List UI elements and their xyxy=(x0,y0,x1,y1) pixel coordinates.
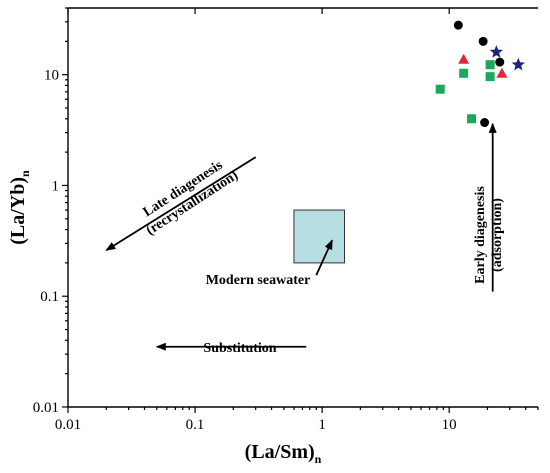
data-point-triangle xyxy=(458,53,470,64)
data-point-circle xyxy=(480,118,490,128)
seawater_label-arrow xyxy=(315,239,334,276)
data-point-circle xyxy=(495,57,505,67)
y-tick-label: 1 xyxy=(52,178,60,194)
modern-seawater-label: Modern seawater xyxy=(206,273,311,288)
data-point-star xyxy=(489,45,503,58)
y-tick-label: 0.1 xyxy=(40,289,59,305)
modern-seawater-region xyxy=(293,209,345,264)
late-arrow xyxy=(105,156,257,252)
data-point-star xyxy=(511,57,525,71)
x-tick-label: 10 xyxy=(442,417,457,433)
data-point-circle xyxy=(478,36,488,46)
data-point-square xyxy=(467,114,477,124)
y-tick-label: 0.01 xyxy=(33,400,59,416)
data-point-square xyxy=(485,60,495,70)
x-tick-label: 0.1 xyxy=(186,417,205,433)
y-tick-label: 10 xyxy=(44,68,59,84)
substitution-label: Substitution xyxy=(203,341,276,356)
x-tick-label: 0.01 xyxy=(55,417,81,433)
data-point-square xyxy=(459,68,469,78)
x-tick-label: 1 xyxy=(318,417,326,433)
late-diagenesis-label: Late diagenesis(recrystallization) xyxy=(134,154,241,239)
data-point-circle xyxy=(453,20,463,30)
x-axis-label: (La/Sm)n xyxy=(245,441,322,466)
data-point-triangle xyxy=(496,67,508,78)
y-axis-label: (La/Yb)n xyxy=(7,170,32,245)
data-point-square xyxy=(485,72,495,82)
data-point-square xyxy=(435,84,445,94)
early-diagenesis-label: Early diagenesis (adsorption) xyxy=(473,186,505,284)
